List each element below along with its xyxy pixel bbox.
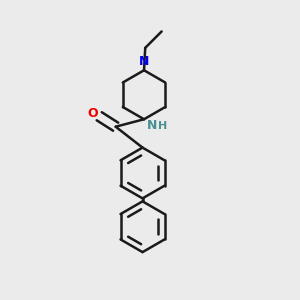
Text: N: N — [139, 55, 149, 68]
Text: O: O — [87, 107, 98, 120]
Text: N: N — [147, 119, 158, 132]
Text: H: H — [158, 121, 168, 131]
